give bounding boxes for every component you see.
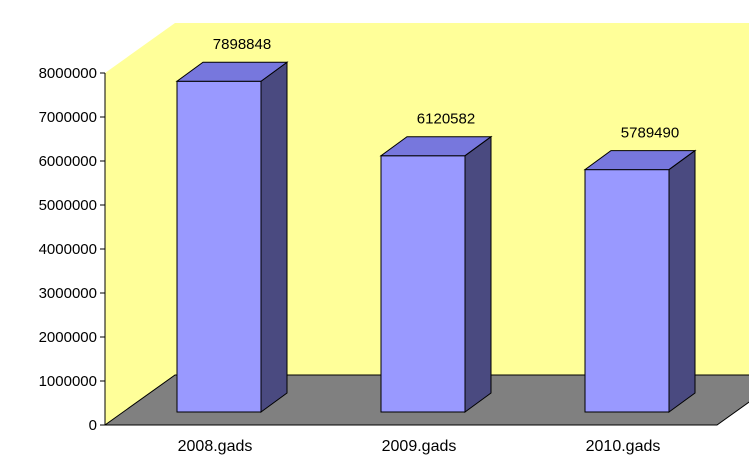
y-tick-label: 8000000 bbox=[39, 65, 97, 82]
bar-front bbox=[584, 169, 670, 413]
bar bbox=[379, 135, 493, 413]
y-tick-label: 6000000 bbox=[39, 153, 97, 170]
x-axis-labels: 2008.gads 2009.gads 2010.gads bbox=[178, 438, 661, 455]
bar-side bbox=[464, 135, 492, 413]
y-tick-label: 3000000 bbox=[39, 285, 97, 302]
y-tick-label: 5000000 bbox=[39, 197, 97, 214]
bar-front bbox=[380, 155, 466, 413]
data-labels: 7898848 6120582 5789490 bbox=[213, 36, 679, 141]
bar-top bbox=[583, 150, 697, 171]
x-category-label: 2009.gads bbox=[382, 438, 457, 455]
bar bbox=[583, 149, 697, 413]
bar-data-label: 6120582 bbox=[417, 111, 475, 128]
x-category-label: 2010.gads bbox=[586, 438, 661, 455]
chart-back-wall bbox=[105, 23, 175, 425]
bar-side bbox=[260, 61, 288, 413]
bars bbox=[175, 61, 697, 413]
bar-side bbox=[668, 149, 696, 413]
y-axis-ticks: 0 1000000 2000000 3000000 4000000 5000000 6000… bbox=[39, 65, 105, 434]
bar-data-label: 5789490 bbox=[621, 125, 679, 142]
y-tick-label: 2000000 bbox=[39, 329, 97, 346]
y-tick-label: 4000000 bbox=[39, 241, 97, 258]
bar-data-label: 7898848 bbox=[213, 36, 271, 53]
y-tick-label: 7000000 bbox=[39, 109, 97, 126]
bar-front bbox=[176, 80, 262, 413]
bar-top bbox=[379, 136, 493, 157]
y-tick-label: 0 bbox=[89, 417, 97, 434]
y-tick-label: 1000000 bbox=[39, 373, 97, 390]
bar-top bbox=[175, 61, 289, 82]
x-category-label: 2008.gads bbox=[178, 438, 253, 455]
bar bbox=[175, 61, 289, 413]
